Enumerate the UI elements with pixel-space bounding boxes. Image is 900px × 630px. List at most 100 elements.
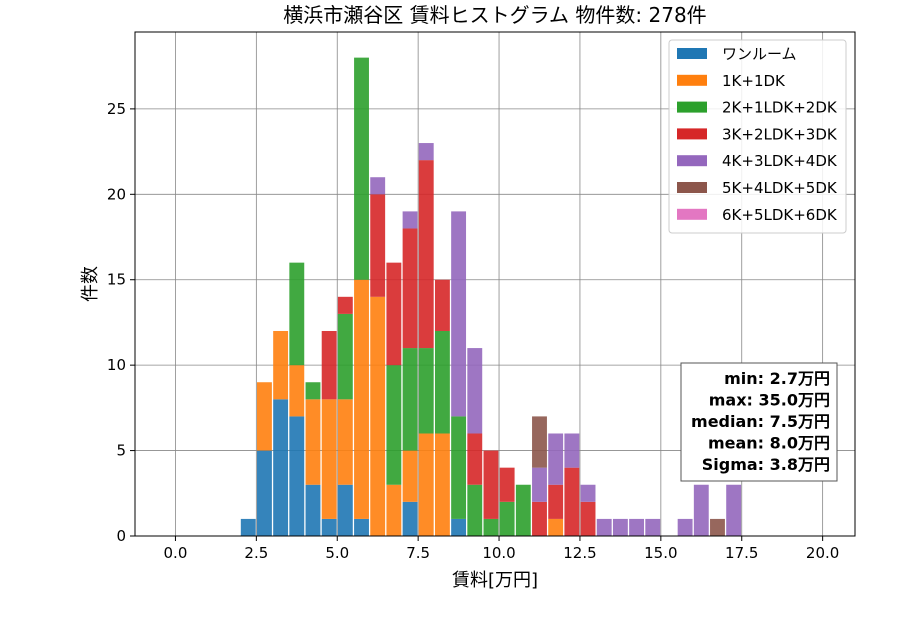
bar-5-bin-12 [418,143,434,161]
legend-label: 4K+3LDK+4DK [722,152,838,170]
bar-2-bin-2 [256,382,272,451]
bar-5-bin-26 [645,518,661,536]
bar-4-bin-22 [580,501,596,536]
bar-4-bin-16 [483,450,499,519]
bar-6-bin-30 [710,518,725,536]
bar-3-bin-14 [451,416,467,519]
bar-4-bin-21 [564,467,580,536]
stats-box: min: 2.7万円 max: 35.0万円 median: 7.5万円 mean: … [680,362,838,482]
bar-2-bin-6 [321,399,337,519]
bar-5-bin-11 [402,211,418,229]
bar-5-bin-20 [548,433,564,485]
bar-5-bin-15 [467,348,483,434]
legend-swatch [677,128,707,140]
chart-title: 横浜市瀬谷区 賃料ヒストグラム 物件数: 278件 [283,3,706,27]
bar-5-bin-31 [726,484,742,536]
bar-4-bin-11 [402,228,418,349]
bar-2-bin-8 [354,279,369,519]
bar-2-bin-3 [273,330,289,400]
bar-5-bin-29 [693,484,709,536]
bar-4-bin-19 [532,501,547,536]
bar-2-bin-9 [370,296,386,536]
bar-2-bin-12 [418,433,434,536]
legend-swatch [677,208,707,220]
stats-line: mean: 8.0万円 [708,434,830,453]
x-tick-label: 10.0 [482,544,515,562]
x-tick-label: 12.5 [563,544,596,562]
x-tick-label: 0.0 [164,544,188,562]
plot-area-frame [134,31,856,537]
x-tick-label: 20.0 [806,544,839,562]
bar-3-bin-13 [434,330,450,434]
legend-label: ワンルーム [722,45,797,63]
bar-3-bin-11 [402,348,418,451]
x-tick-label: 2.5 [244,544,268,562]
bar-2-bin-10 [386,484,402,536]
bar-5-bin-21 [564,433,580,468]
x-tick-label: 7.5 [406,544,430,562]
x-axis-label: 賃料[万円] [452,570,538,591]
bar-2-bin-5 [305,399,321,485]
bar-5-bin-19 [532,467,547,502]
bar-4-bin-13 [434,279,450,331]
x-tick-label: 5.0 [325,544,349,562]
y-tick-label: 10 [107,356,126,374]
bar-5-bin-24 [612,518,628,536]
stats-line: median: 7.5万円 [691,412,830,431]
bar-3-bin-15 [467,484,483,536]
histogram-bars [240,57,742,536]
y-tick-label: 15 [107,271,126,289]
y-axis-label: 件数 [80,266,101,302]
bar-1-bin-14 [451,518,467,536]
bar-4-bin-15 [467,433,483,485]
stats-box-frame [680,362,838,482]
bar-4-bin-20 [548,484,564,519]
bar-2-bin-4 [289,365,305,417]
legend-label: 3K+2LDK+3DK [722,125,838,143]
bar-6-bin-19 [532,416,547,468]
legend-label: 2K+1LDK+2DK [722,99,838,117]
bar-5-bin-9 [370,177,386,195]
bar-5-bin-25 [629,518,645,536]
legend: ワンルーム 1K+1DK 2K+1LDK+2DK 3K+2LDK+3DK 4K+3LDK… [668,39,847,234]
bar-3-bin-12 [418,348,434,434]
legend-swatch [677,182,707,193]
bar-1-bin-6 [321,518,337,536]
y-tick-label: 0 [116,527,126,545]
bar-1-bin-2 [256,450,272,536]
bar-2-bin-11 [402,450,418,502]
bar-4-bin-10 [386,262,402,366]
legend-swatch [677,155,707,167]
bar-3-bin-5 [305,382,321,400]
bar-3-bin-18 [515,484,531,536]
bar-1-bin-8 [354,518,369,536]
bar-2-bin-20 [548,518,564,536]
bar-1-bin-4 [289,416,305,536]
bar-1-bin-3 [273,399,289,536]
bar-5-bin-14 [451,211,467,417]
legend-swatch [677,101,707,113]
bar-4-bin-9 [370,194,386,297]
bar-5-bin-28 [677,518,693,536]
stats-line: Sigma: 3.8万円 [702,455,830,474]
bar-5-bin-23 [596,518,612,536]
bar-2-bin-7 [337,399,353,485]
bar-4-bin-7 [337,296,353,314]
legend-label: 5K+4LDK+5DK [722,179,838,197]
bar-4-bin-12 [418,160,434,349]
stats-line: max: 35.0万円 [709,391,830,410]
bar-1-bin-11 [402,501,418,536]
y-tick-label: 25 [107,100,126,118]
legend-label: 6K+5LDK+6DK [722,206,838,224]
bar-3-bin-4 [289,262,305,366]
legend-frame [668,39,847,234]
bar-1-bin-1 [240,518,256,536]
bar-2-bin-13 [434,433,450,536]
legend-swatch [677,74,707,86]
axis-ticks: 0.0 2.5 5.0 7.5 10.0 12.5 15.0 17.5 20.0 0 5 10 15 20… [107,100,839,562]
bar-3-bin-16 [483,518,499,536]
legend-label: 1K+1DK [722,72,786,90]
bar-1-bin-7 [337,484,353,536]
stats-line: min: 2.7万円 [724,369,830,388]
